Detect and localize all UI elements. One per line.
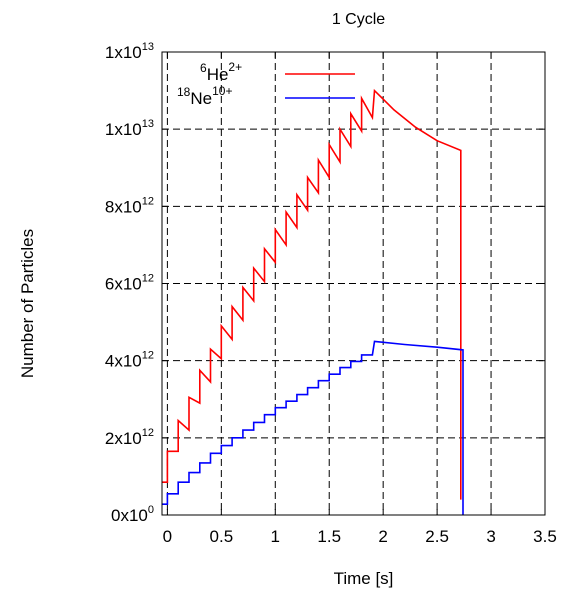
x-tick-label: 2 — [378, 527, 387, 546]
y-axis: 0x100 2x1012 4x1012 6x1012 8x1012 1x1013 1x101… — [105, 41, 545, 525]
x-tick-label: 1.5 — [317, 527, 341, 546]
legend: 6He2+18Ne10+ — [177, 60, 355, 108]
y-tick-label: 1x1013 — [105, 118, 154, 139]
legend-label-he: 6He2+ — [200, 60, 242, 84]
series-line-he — [162, 88, 462, 500]
y-tick-label: 0x100 — [111, 504, 154, 525]
x-tick-label: 1 — [271, 527, 280, 546]
x-tick-label: 0.5 — [210, 527, 234, 546]
chart-title: 1 Cycle — [332, 11, 385, 28]
x-tick-label: 2.5 — [425, 527, 449, 546]
y-tick-label: 6x1012 — [105, 273, 154, 294]
series-layer — [162, 88, 464, 515]
series-line-ne — [162, 340, 464, 515]
y-tick-label: 2x1012 — [105, 427, 154, 448]
x-tick-label: 3.5 — [533, 527, 557, 546]
x-tick-label: 0 — [163, 527, 172, 546]
x-axis-title: Time [s] — [334, 569, 394, 588]
y-tick-label: 8x1012 — [105, 195, 154, 216]
legend-label-ne: 18Ne10+ — [177, 84, 232, 108]
y-tick-label: 4x1012 — [105, 350, 154, 371]
grid-lines — [162, 52, 546, 515]
x-tick-label: 3 — [486, 527, 495, 546]
y-tick-label: 1x1013 — [105, 41, 154, 62]
x-axis: 0 0.5 1 1.5 2 2.5 3 3.5 — [163, 52, 557, 546]
y-axis-title: Number of Particles — [18, 229, 37, 378]
